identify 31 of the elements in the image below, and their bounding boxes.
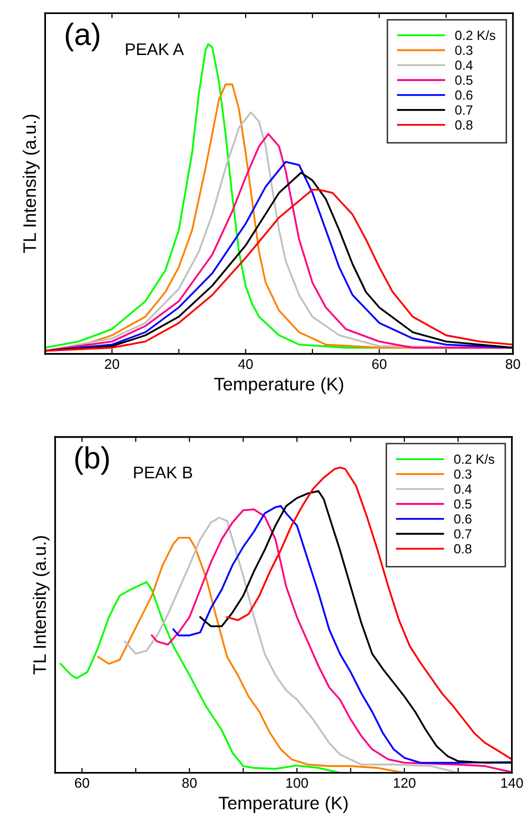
legend-label: 0.6 [455,90,472,100]
annotation: PEAK A [126,43,184,55]
x-tick-label: 80 [182,778,197,788]
y-axis-title: TL Intensity (a.u.) [32,536,50,674]
legend-label: 0.5 [455,75,472,85]
annotation: PEAK B [134,466,192,478]
x-tick-label: 80 [506,359,520,369]
annotation: (b) [75,446,109,475]
legend-label: 0.4 [455,60,473,70]
legend-label: 0.2 K/s [455,30,496,40]
legend-label: 0.4 [454,484,472,494]
x-tick-label: 60 [372,359,386,369]
legend-label: 0.8 [455,120,472,130]
legend-label: 0.5 [454,499,472,509]
legend-label: 0.3 [455,46,472,55]
legend-label: 0.3 [454,469,472,479]
legend-label: 0.6 [454,514,472,524]
legend-label: 0.7 [454,529,472,539]
x-axis-title: Temperature (K) [214,377,344,394]
legend-label: 0.8 [454,544,472,554]
x-tick-label: 120 [394,778,416,788]
legend-label: 0.2 K/s [454,454,494,464]
annotation: (a) [66,22,100,52]
x-tick-label: 100 [286,778,308,788]
x-tick-label: 140 [501,778,523,788]
y-axis-title: TL Intensity (a.u.) [22,114,40,254]
x-tick-label: 20 [104,359,120,369]
legend-label: 0.7 [455,105,472,115]
x-tick-label: 60 [74,778,90,788]
x-axis-title: Temperature (K) [218,796,348,813]
x-tick-label: 40 [238,359,253,369]
